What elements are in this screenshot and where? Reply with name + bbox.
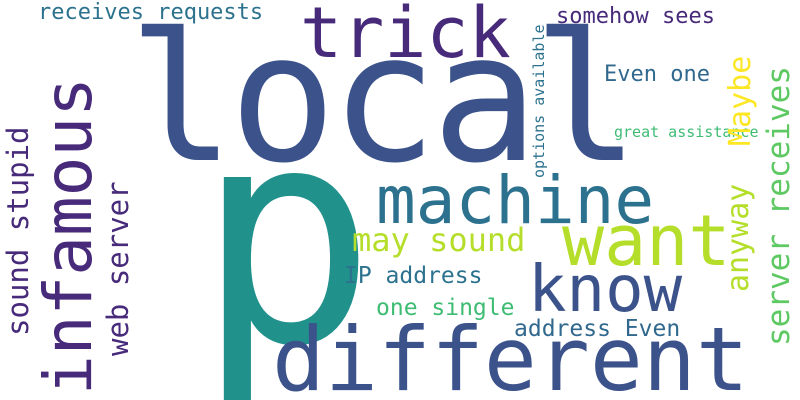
word-ip-address: IP address: [344, 263, 483, 289]
word-local: local: [128, 0, 640, 202]
word-infamous: infamous: [30, 77, 107, 395]
word-options-available: options available: [530, 24, 548, 178]
word-trick: trick: [300, 0, 511, 74]
word-may-sound: may sound: [352, 221, 526, 259]
word-maybe: Maybe: [723, 55, 758, 146]
word-different: different: [272, 308, 749, 400]
word-sound-stupid: sound stupid: [1, 126, 35, 336]
word-one-single: one single: [376, 295, 515, 321]
word-server-receives: server receives: [761, 66, 797, 346]
word-anyway: anyway: [721, 183, 756, 292]
word-even-one: Even one: [604, 62, 710, 87]
word-want: want: [562, 200, 731, 282]
word-great-assistance: great assistance: [614, 123, 759, 141]
word-know: know: [528, 253, 683, 327]
word-address-even: address Even: [514, 316, 681, 342]
word-p: p: [196, 63, 377, 400]
word-somehow-sees: somehow sees: [556, 4, 715, 29]
word-receives-requests: receives requests: [38, 0, 264, 25]
word-machine: machine: [376, 162, 655, 239]
word-web-server: web server: [101, 181, 135, 356]
